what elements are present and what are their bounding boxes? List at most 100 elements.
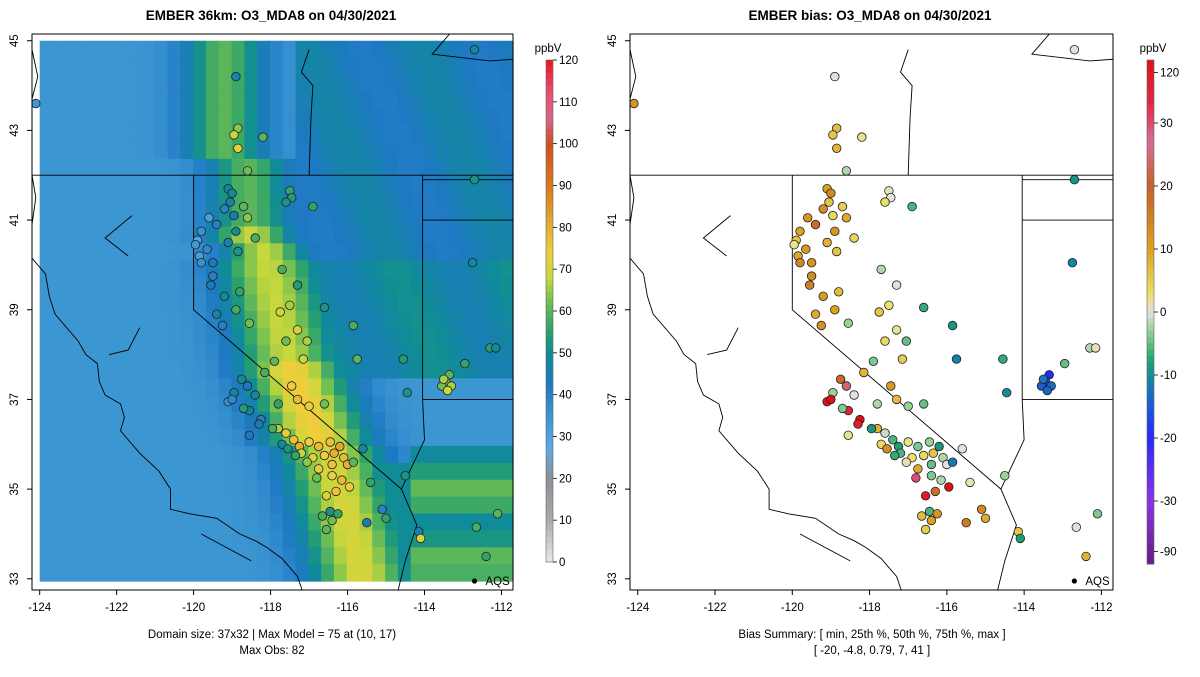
model-cell — [474, 74, 489, 92]
model-cell — [39, 564, 54, 582]
model-cell — [449, 108, 463, 126]
model-cell — [90, 226, 105, 244]
model-cell — [154, 158, 169, 177]
left-colorbar-segment — [546, 511, 553, 519]
station-marker — [803, 213, 813, 223]
model-cell — [449, 344, 463, 363]
model-cell — [39, 513, 54, 531]
model-cell — [257, 395, 271, 413]
right-colorbar-segment — [1147, 545, 1154, 552]
model-cell — [295, 209, 309, 228]
left-colorbar-segment — [546, 147, 553, 155]
model-cell — [282, 496, 297, 515]
left-colorbar-tick-label: 50 — [559, 348, 572, 360]
station-marker — [789, 239, 799, 250]
state-border — [997, 592, 1140, 650]
model-cell — [397, 395, 412, 413]
right-colorbar-segment — [1147, 154, 1154, 162]
model-cell — [154, 513, 169, 531]
model-cell — [359, 243, 373, 261]
model-cell — [218, 327, 233, 346]
model-cell — [410, 158, 425, 177]
model-cell — [167, 91, 182, 109]
station-marker — [348, 457, 359, 467]
station-marker — [415, 533, 426, 544]
model-cell — [269, 277, 284, 295]
model-cell — [500, 158, 514, 177]
left-colorbar-segment — [546, 223, 553, 230]
model-cell — [193, 310, 207, 329]
model-cell — [218, 361, 233, 380]
model-cell — [257, 496, 271, 515]
model-cell — [346, 125, 361, 143]
right-colorbar-segment — [1147, 167, 1154, 174]
model-cell — [142, 344, 156, 363]
station-marker — [281, 197, 291, 207]
model-cell — [282, 412, 297, 430]
coastline — [630, 47, 902, 590]
model-cell — [244, 547, 258, 565]
model-cell — [321, 40, 335, 59]
model-cell — [90, 108, 105, 126]
model-cell — [90, 40, 105, 59]
station-marker — [321, 524, 332, 535]
model-cell — [397, 513, 412, 531]
model-cell — [346, 327, 361, 346]
model-cell — [474, 496, 489, 515]
model-cell — [244, 260, 258, 278]
model-cell — [461, 192, 476, 211]
model-cell — [500, 209, 514, 228]
model-cell — [308, 344, 322, 363]
state-border — [400, 175, 425, 490]
left-colorbar-tick-label: 120 — [559, 55, 578, 67]
model-cell — [385, 310, 399, 329]
model-cell — [487, 445, 501, 464]
model-cell — [308, 479, 322, 498]
model-cell — [167, 243, 182, 261]
model-cell — [218, 479, 233, 498]
model-cell — [142, 209, 156, 228]
right-colorbar-segment — [1147, 482, 1154, 489]
right-colorbar-tick-label: -20 — [1160, 433, 1177, 445]
model-cell — [78, 260, 92, 278]
model-cell — [449, 327, 463, 346]
model-cell — [359, 496, 373, 515]
model-cell — [449, 479, 463, 498]
left-colorbar-segment — [546, 524, 553, 532]
model-cell — [154, 327, 169, 346]
model-cell — [39, 74, 54, 92]
model-cell — [449, 429, 463, 447]
model-cell — [244, 412, 258, 430]
model-cell — [295, 496, 309, 515]
model-cell — [39, 209, 54, 228]
right-colorbar-segment — [1147, 305, 1154, 313]
model-cell — [500, 344, 514, 363]
model-cell — [52, 564, 66, 582]
model-cell — [103, 429, 118, 447]
station-marker — [816, 320, 827, 331]
model-cell — [474, 277, 489, 295]
station-marker — [920, 524, 931, 535]
model-cell — [193, 125, 207, 143]
model-cell — [436, 175, 450, 194]
model-cell — [436, 74, 450, 92]
right-colorbar-segment — [1147, 293, 1154, 300]
model-cell — [103, 243, 118, 261]
model-cell — [269, 293, 284, 312]
model-cell — [410, 344, 425, 363]
model-cell — [218, 57, 233, 76]
model-cell — [257, 344, 271, 363]
model-cell — [385, 57, 399, 76]
model-cell — [257, 192, 271, 211]
model-cell — [257, 57, 271, 76]
model-heatmap — [39, 40, 514, 582]
model-cell — [90, 91, 105, 109]
right-colorbar-segment — [1147, 192, 1154, 200]
model-cell — [269, 142, 284, 160]
station-marker — [926, 459, 937, 470]
model-cell — [142, 158, 156, 177]
model-cell — [385, 496, 399, 515]
model-cell — [487, 547, 501, 565]
model-cell — [385, 260, 399, 278]
model-cell — [500, 57, 514, 76]
